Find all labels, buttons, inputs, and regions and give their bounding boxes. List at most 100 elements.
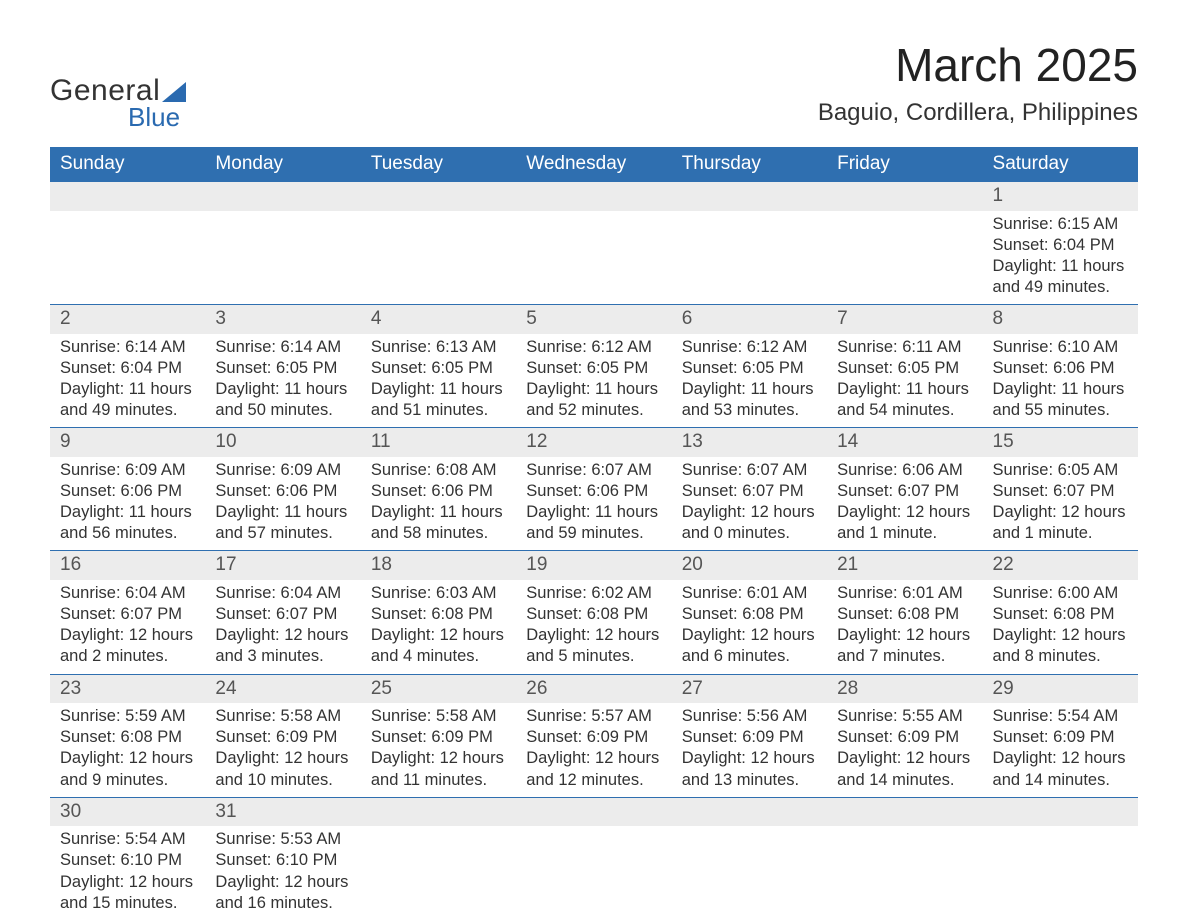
sunset-text: Sunset: 6:06 PM	[60, 481, 195, 502]
day-details-cell: Sunrise: 5:54 AMSunset: 6:10 PMDaylight:…	[50, 826, 205, 919]
sunset-text: Sunset: 6:08 PM	[993, 604, 1128, 625]
daylight-text: Daylight: 12 hours	[837, 625, 972, 646]
day-number-cell: 13	[672, 428, 827, 457]
day-details-cell	[361, 211, 516, 305]
sunrise-text: Sunrise: 5:57 AM	[526, 706, 661, 727]
daylight-text: Daylight: 12 hours	[215, 625, 350, 646]
daylight-text: Daylight: 12 hours	[371, 625, 506, 646]
day-number-cell	[516, 797, 671, 826]
day-number-cell: 7	[827, 305, 982, 334]
sunset-text: Sunset: 6:05 PM	[215, 358, 350, 379]
day-number-cell	[827, 797, 982, 826]
sunset-text: Sunset: 6:06 PM	[371, 481, 506, 502]
daylight-text: Daylight: 12 hours	[993, 748, 1128, 769]
sunrise-text: Sunrise: 6:12 AM	[682, 337, 817, 358]
day-details-cell	[50, 211, 205, 305]
sunrise-text: Sunrise: 6:01 AM	[682, 583, 817, 604]
day-number-cell: 8	[983, 305, 1138, 334]
day-details-cell	[361, 826, 516, 919]
sunset-text: Sunset: 6:06 PM	[526, 481, 661, 502]
daylight-text: and 49 minutes.	[993, 277, 1128, 298]
sunrise-text: Sunrise: 5:54 AM	[60, 829, 195, 850]
day-details-cell: Sunrise: 5:57 AMSunset: 6:09 PMDaylight:…	[516, 703, 671, 797]
week-daynum-row: 9101112131415	[50, 428, 1138, 457]
daylight-text: and 9 minutes.	[60, 770, 195, 791]
daylight-text: Daylight: 12 hours	[993, 502, 1128, 523]
day-number-cell: 15	[983, 428, 1138, 457]
sail-icon	[162, 80, 188, 102]
week-details-row: Sunrise: 6:04 AMSunset: 6:07 PMDaylight:…	[50, 580, 1138, 674]
day-number-cell	[672, 182, 827, 211]
day-details-cell: Sunrise: 5:56 AMSunset: 6:09 PMDaylight:…	[672, 703, 827, 797]
calendar-page: General Blue March 2025 Baguio, Cordille…	[0, 0, 1188, 918]
daylight-text: and 52 minutes.	[526, 400, 661, 421]
sunset-text: Sunset: 6:10 PM	[215, 850, 350, 871]
daylight-text: Daylight: 12 hours	[682, 748, 817, 769]
day-number-cell	[361, 797, 516, 826]
day-details-cell	[827, 826, 982, 919]
daylight-text: Daylight: 11 hours	[60, 379, 195, 400]
daylight-text: and 14 minutes.	[993, 770, 1128, 791]
day-details-cell: Sunrise: 5:58 AMSunset: 6:09 PMDaylight:…	[205, 703, 360, 797]
calendar-table: SundayMondayTuesdayWednesdayThursdayFrid…	[50, 147, 1138, 920]
sunset-text: Sunset: 6:08 PM	[60, 727, 195, 748]
day-details-cell: Sunrise: 6:02 AMSunset: 6:08 PMDaylight:…	[516, 580, 671, 674]
sunrise-text: Sunrise: 5:55 AM	[837, 706, 972, 727]
daylight-text: and 5 minutes.	[526, 646, 661, 667]
sunrise-text: Sunrise: 6:02 AM	[526, 583, 661, 604]
location-text: Baguio, Cordillera, Philippines	[818, 99, 1138, 127]
week-details-row: Sunrise: 6:14 AMSunset: 6:04 PMDaylight:…	[50, 334, 1138, 428]
sunrise-text: Sunrise: 6:07 AM	[682, 460, 817, 481]
sunrise-text: Sunrise: 6:08 AM	[371, 460, 506, 481]
sunrise-text: Sunrise: 6:14 AM	[60, 337, 195, 358]
day-details-cell: Sunrise: 6:12 AMSunset: 6:05 PMDaylight:…	[672, 334, 827, 428]
daylight-text: and 6 minutes.	[682, 646, 817, 667]
day-number-cell: 3	[205, 305, 360, 334]
sunrise-text: Sunrise: 5:56 AM	[682, 706, 817, 727]
sunset-text: Sunset: 6:09 PM	[371, 727, 506, 748]
daylight-text: Daylight: 12 hours	[215, 748, 350, 769]
day-details-cell: Sunrise: 6:04 AMSunset: 6:07 PMDaylight:…	[50, 580, 205, 674]
day-details-cell: Sunrise: 6:01 AMSunset: 6:08 PMDaylight:…	[827, 580, 982, 674]
day-number-cell: 6	[672, 305, 827, 334]
sunset-text: Sunset: 6:04 PM	[993, 235, 1128, 256]
day-number-cell: 22	[983, 551, 1138, 580]
day-details-cell: Sunrise: 6:14 AMSunset: 6:05 PMDaylight:…	[205, 334, 360, 428]
day-number-cell: 18	[361, 551, 516, 580]
sunset-text: Sunset: 6:06 PM	[993, 358, 1128, 379]
sunset-text: Sunset: 6:09 PM	[837, 727, 972, 748]
month-title: March 2025	[818, 40, 1138, 91]
sunrise-text: Sunrise: 6:04 AM	[60, 583, 195, 604]
daylight-text: and 1 minute.	[837, 523, 972, 544]
daylight-text: Daylight: 12 hours	[837, 502, 972, 523]
daylight-text: Daylight: 12 hours	[682, 502, 817, 523]
week-daynum-row: 1	[50, 182, 1138, 211]
daylight-text: and 7 minutes.	[837, 646, 972, 667]
day-details-cell	[516, 826, 671, 919]
day-header: Saturday	[983, 147, 1138, 182]
day-number-cell: 14	[827, 428, 982, 457]
sunrise-text: Sunrise: 6:03 AM	[371, 583, 506, 604]
daylight-text: and 12 minutes.	[526, 770, 661, 791]
daylight-text: Daylight: 11 hours	[371, 502, 506, 523]
sunset-text: Sunset: 6:08 PM	[837, 604, 972, 625]
day-number-cell	[50, 182, 205, 211]
daylight-text: and 1 minute.	[993, 523, 1128, 544]
sunrise-text: Sunrise: 6:06 AM	[837, 460, 972, 481]
daylight-text: and 16 minutes.	[215, 893, 350, 914]
daylight-text: Daylight: 12 hours	[682, 625, 817, 646]
day-number-cell: 26	[516, 674, 671, 703]
daylight-text: and 0 minutes.	[682, 523, 817, 544]
calendar-header-row: SundayMondayTuesdayWednesdayThursdayFrid…	[50, 147, 1138, 182]
day-number-cell: 10	[205, 428, 360, 457]
day-details-cell	[672, 826, 827, 919]
sunset-text: Sunset: 6:08 PM	[371, 604, 506, 625]
sunrise-text: Sunrise: 6:09 AM	[60, 460, 195, 481]
daylight-text: Daylight: 11 hours	[993, 379, 1128, 400]
day-details-cell: Sunrise: 5:55 AMSunset: 6:09 PMDaylight:…	[827, 703, 982, 797]
sunset-text: Sunset: 6:05 PM	[371, 358, 506, 379]
sunrise-text: Sunrise: 6:01 AM	[837, 583, 972, 604]
week-daynum-row: 2345678	[50, 305, 1138, 334]
sunset-text: Sunset: 6:07 PM	[682, 481, 817, 502]
day-details-cell: Sunrise: 5:54 AMSunset: 6:09 PMDaylight:…	[983, 703, 1138, 797]
